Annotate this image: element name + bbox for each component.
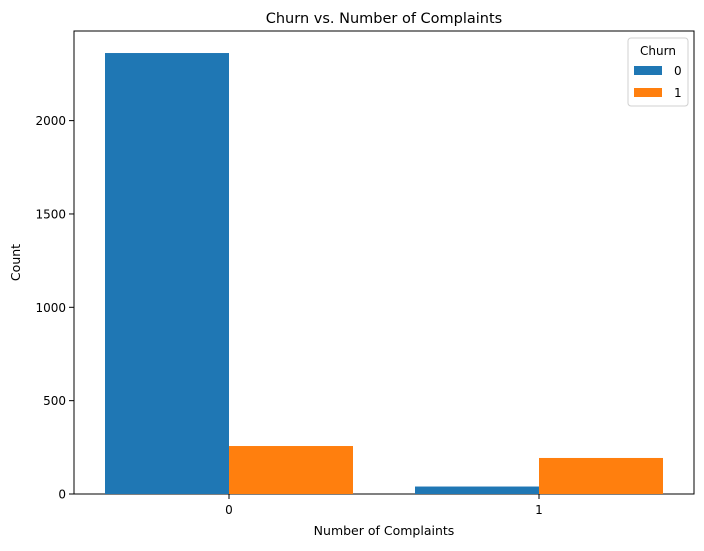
bar-complaints-1-churn-0 (415, 486, 539, 494)
y-tick-label: 2000 (35, 114, 66, 128)
x-axis-label: Number of Complaints (314, 523, 455, 538)
legend-swatch-churn-0 (634, 66, 662, 75)
x-tick-label: 0 (225, 503, 233, 517)
x-tick-label: 1 (535, 503, 543, 517)
y-tick-label: 1000 (35, 301, 66, 315)
y-tick-label: 500 (43, 394, 66, 408)
bars-layer (105, 53, 663, 494)
legend-items: 01 (634, 64, 682, 100)
y-axis-label: Count (8, 244, 23, 281)
plot-frame (73, 30, 695, 495)
y-tick-label: 1500 (35, 207, 66, 221)
legend-label-churn-0: 0 (674, 64, 682, 78)
bar-complaints-0-churn-1 (229, 446, 353, 494)
bar-complaints-0-churn-0 (105, 53, 229, 494)
bar-complaints-1-churn-1 (539, 457, 663, 494)
y-axis: 0 500 1000 1500 2000 (35, 114, 74, 502)
legend-swatch-churn-1 (634, 88, 662, 97)
legend-label-churn-1: 1 (674, 86, 682, 100)
chart-title: Churn vs. Number of Complaints (266, 11, 503, 27)
y-tick-label: 0 (58, 488, 66, 502)
legend-title: Churn (640, 44, 676, 58)
legend: Churn 01 (627, 37, 689, 107)
